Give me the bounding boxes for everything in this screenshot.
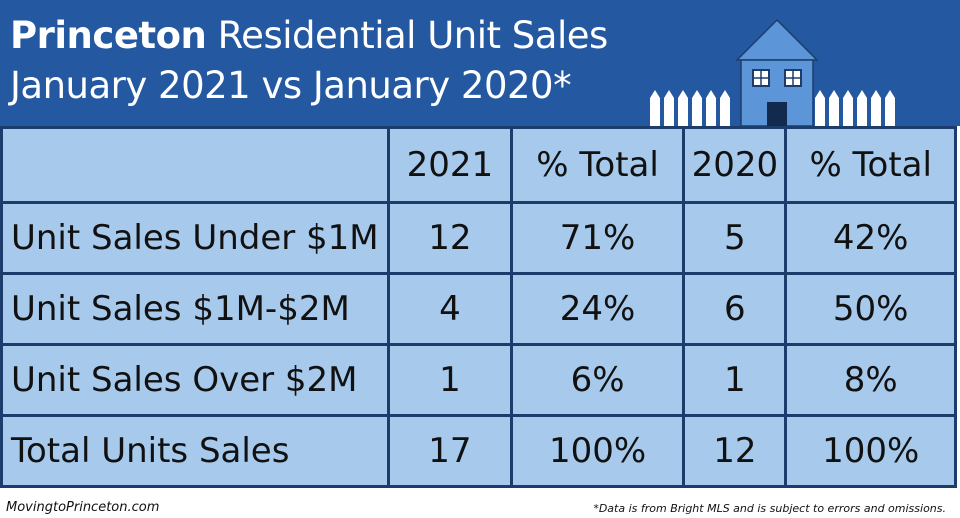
table-cell: 1 bbox=[387, 343, 513, 417]
fence bbox=[650, 90, 895, 126]
subtitle: January 2021 vs January 2020* bbox=[10, 64, 572, 107]
title: Princeton Residential Unit Sales bbox=[10, 14, 608, 57]
table-cell: 1 bbox=[682, 343, 788, 417]
corner-cell bbox=[0, 126, 390, 204]
header: Princeton Residential Unit Sales January… bbox=[0, 0, 960, 126]
column-header: 2021 bbox=[387, 126, 513, 204]
title-rest: Residential Unit Sales bbox=[217, 14, 609, 57]
table-row: Total Units Sales 17 100% 12 100% bbox=[0, 414, 957, 488]
table-row: Unit Sales Under $1M 12 71% 5 42% bbox=[0, 201, 957, 275]
column-header: 2020 bbox=[682, 126, 788, 204]
table-row: Unit Sales Over $2M 1 6% 1 8% bbox=[0, 343, 957, 417]
header-row: 2021% Total 2020% Total bbox=[0, 126, 957, 204]
footer-site: MovingtoPrinceton.com bbox=[6, 500, 160, 515]
footer-note: *Data is from Bright MLS and is subject … bbox=[593, 502, 946, 515]
row-label: Total Units Sales bbox=[0, 414, 390, 488]
house-icon bbox=[650, 18, 895, 126]
table-cell: 71% bbox=[509, 201, 686, 275]
table-cell: 17 bbox=[387, 414, 513, 488]
table-cell: 100% bbox=[509, 414, 686, 488]
column-header: % Total bbox=[509, 126, 686, 204]
table-cell: 6 bbox=[682, 272, 788, 346]
table-cell: 100% bbox=[784, 414, 957, 488]
sales-table: 2021% Total 2020% Total Unit Sales Under $… bbox=[0, 126, 957, 488]
title-bold: Princeton bbox=[10, 14, 207, 57]
row-label: Unit Sales Under $1M bbox=[0, 201, 390, 275]
table-cell: 5 bbox=[682, 201, 788, 275]
column-header: % Total bbox=[784, 126, 957, 204]
table-cell: 6% bbox=[509, 343, 686, 417]
row-label: Unit Sales Over $2M bbox=[0, 343, 390, 417]
table-cell: 4 bbox=[387, 272, 513, 346]
table-cell: 42% bbox=[784, 201, 957, 275]
table-cell: 50% bbox=[784, 272, 957, 346]
table-row: Unit Sales $1M-$2M 4 24% 6 50% bbox=[0, 272, 957, 346]
table-cell: 12 bbox=[387, 201, 513, 275]
table-cell: 8% bbox=[784, 343, 957, 417]
row-label: Unit Sales $1M-$2M bbox=[0, 272, 390, 346]
table-cell: 24% bbox=[509, 272, 686, 346]
table-cell: 12 bbox=[682, 414, 788, 488]
